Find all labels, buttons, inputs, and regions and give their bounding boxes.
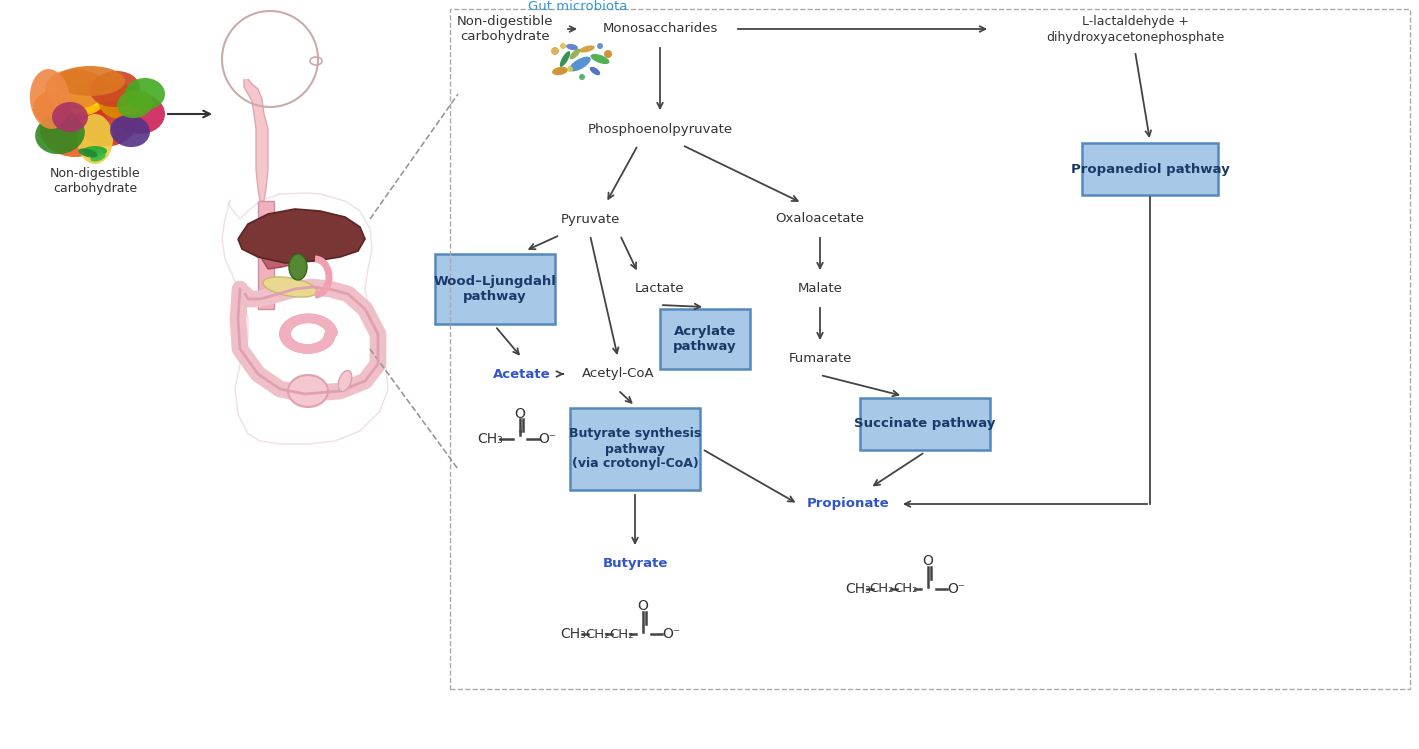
Ellipse shape xyxy=(55,66,125,96)
Ellipse shape xyxy=(561,51,570,67)
Ellipse shape xyxy=(115,94,165,134)
Ellipse shape xyxy=(91,152,105,162)
Text: CH₂: CH₂ xyxy=(870,583,894,595)
Ellipse shape xyxy=(65,83,105,115)
Ellipse shape xyxy=(552,67,568,75)
FancyBboxPatch shape xyxy=(436,254,555,324)
Ellipse shape xyxy=(590,54,610,64)
Ellipse shape xyxy=(111,115,150,147)
Text: Non-digestible
carbohydrate: Non-digestible carbohydrate xyxy=(457,15,553,43)
Text: Butyrate: Butyrate xyxy=(602,557,668,571)
Ellipse shape xyxy=(289,254,307,280)
Text: O: O xyxy=(922,554,934,568)
Ellipse shape xyxy=(30,69,70,129)
Text: Acetate: Acetate xyxy=(494,368,551,380)
Ellipse shape xyxy=(53,102,88,132)
Text: Pyruvate: Pyruvate xyxy=(561,213,620,225)
Ellipse shape xyxy=(604,50,612,58)
Ellipse shape xyxy=(561,43,566,49)
Ellipse shape xyxy=(45,69,105,109)
Ellipse shape xyxy=(566,44,578,50)
Ellipse shape xyxy=(288,375,328,407)
Ellipse shape xyxy=(125,78,165,110)
Ellipse shape xyxy=(263,277,316,297)
Text: Propanediol pathway: Propanediol pathway xyxy=(1070,163,1229,175)
Ellipse shape xyxy=(82,102,138,147)
Ellipse shape xyxy=(98,83,142,119)
Text: O⁻: O⁻ xyxy=(538,432,556,446)
FancyBboxPatch shape xyxy=(860,398,990,450)
Text: Oxaloacetate: Oxaloacetate xyxy=(776,213,864,225)
PathPatch shape xyxy=(244,79,268,201)
Ellipse shape xyxy=(597,43,603,49)
Ellipse shape xyxy=(118,90,153,118)
Text: O: O xyxy=(637,599,648,613)
Text: Malate: Malate xyxy=(797,282,843,296)
Text: Propionate: Propionate xyxy=(806,497,890,511)
Text: CH₃: CH₃ xyxy=(846,582,871,596)
Text: CH₂: CH₂ xyxy=(609,628,633,640)
Text: Succinate pathway: Succinate pathway xyxy=(854,417,996,431)
Text: Acetyl-CoA: Acetyl-CoA xyxy=(582,368,654,380)
FancyBboxPatch shape xyxy=(1083,143,1218,195)
Text: L-lactaldehyde +: L-lactaldehyde + xyxy=(1081,14,1189,28)
Ellipse shape xyxy=(579,74,585,80)
Text: O: O xyxy=(515,407,525,421)
Bar xyxy=(258,201,274,309)
Text: O⁻: O⁻ xyxy=(661,627,680,641)
Text: dihydroxyacetonephosphate: dihydroxyacetonephosphate xyxy=(1046,31,1225,43)
Ellipse shape xyxy=(551,47,559,55)
Text: Phosphoenolpyruvate: Phosphoenolpyruvate xyxy=(587,123,732,136)
Text: O⁻: O⁻ xyxy=(946,582,965,596)
Ellipse shape xyxy=(35,114,85,154)
Ellipse shape xyxy=(82,146,106,156)
Ellipse shape xyxy=(568,66,573,72)
Ellipse shape xyxy=(590,67,600,75)
Text: CH₃: CH₃ xyxy=(561,627,586,641)
Text: CH₃: CH₃ xyxy=(477,432,502,446)
PathPatch shape xyxy=(258,231,309,269)
Ellipse shape xyxy=(338,371,352,392)
Ellipse shape xyxy=(89,71,140,107)
FancyBboxPatch shape xyxy=(660,309,751,369)
PathPatch shape xyxy=(238,209,365,263)
Ellipse shape xyxy=(569,49,580,59)
Ellipse shape xyxy=(78,148,98,157)
Text: Monosaccharides: Monosaccharides xyxy=(602,22,718,35)
Text: Acrylate
pathway: Acrylate pathway xyxy=(673,325,736,353)
FancyBboxPatch shape xyxy=(570,408,700,490)
Text: Wood–Ljungdahl
pathway: Wood–Ljungdahl pathway xyxy=(434,275,556,303)
Ellipse shape xyxy=(579,46,595,52)
Text: Butyrate synthesis
pathway
(via crotonyl-CoA): Butyrate synthesis pathway (via crotonyl… xyxy=(569,428,701,470)
Ellipse shape xyxy=(77,114,114,164)
Text: CH₂: CH₂ xyxy=(894,583,918,595)
Ellipse shape xyxy=(33,91,77,127)
Ellipse shape xyxy=(40,101,111,157)
Text: Gut microbiota: Gut microbiota xyxy=(528,1,627,13)
Text: Fumarate: Fumarate xyxy=(789,353,851,366)
Text: Non-digestible
carbohydrate: Non-digestible carbohydrate xyxy=(50,167,140,195)
Text: CH₂: CH₂ xyxy=(585,628,609,640)
Ellipse shape xyxy=(569,57,590,71)
Text: Lactate: Lactate xyxy=(636,282,685,296)
